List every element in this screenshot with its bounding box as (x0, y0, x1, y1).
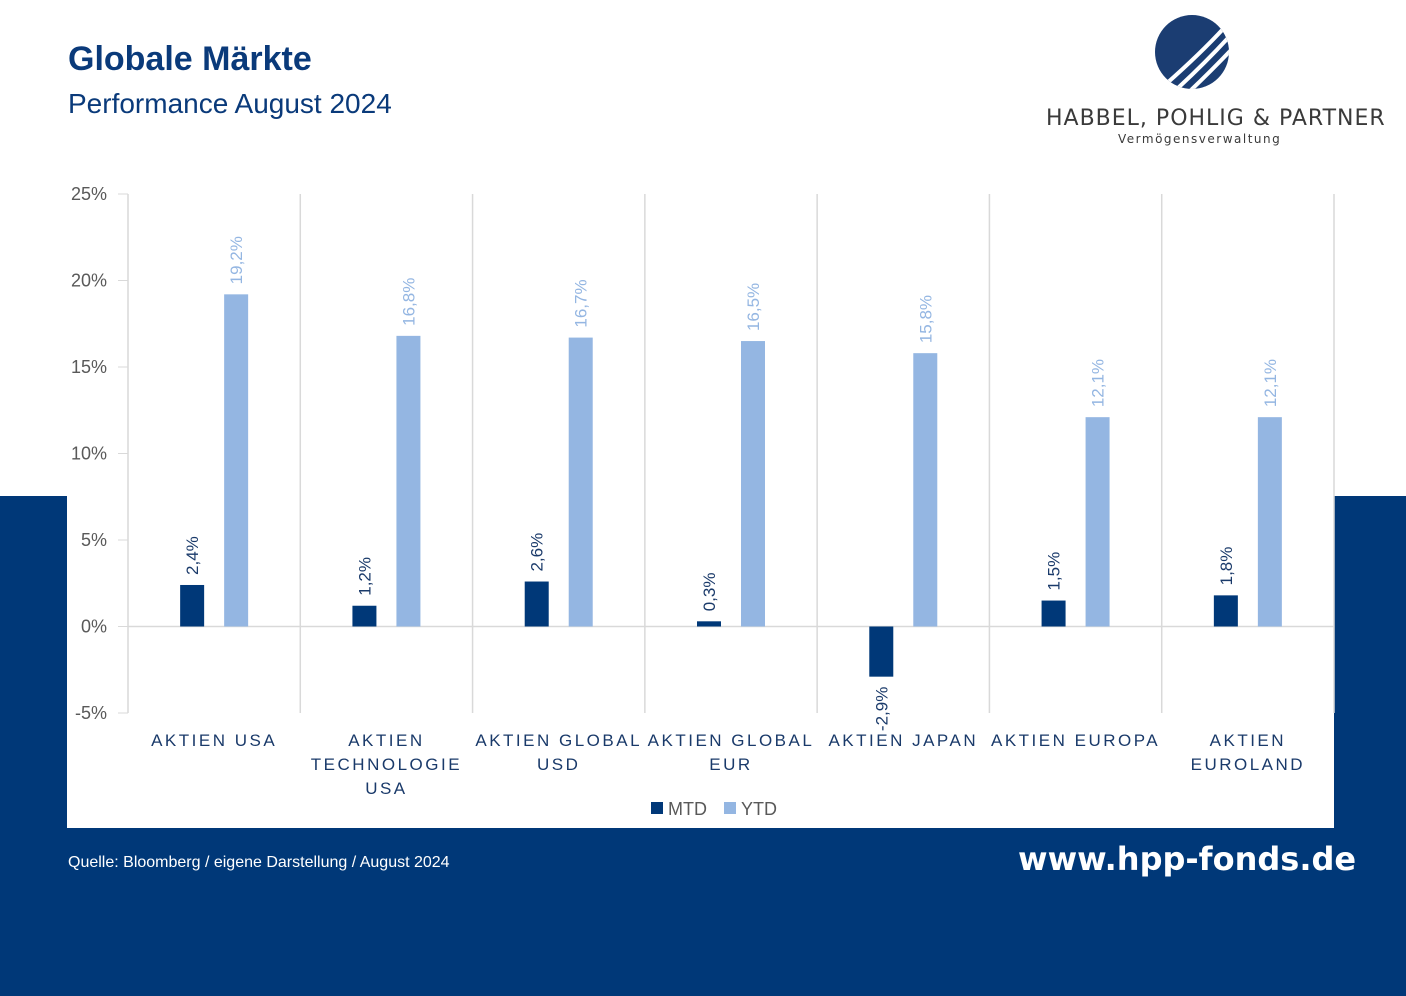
mtd-bar (524, 581, 549, 627)
ytd-data-label: 15,8% (916, 295, 935, 343)
mtd-data-label: -2,9% (872, 687, 891, 731)
x-category-label: EUR (709, 755, 752, 774)
y-tick-label: -5% (75, 703, 107, 723)
legend-swatch-ytd (724, 802, 736, 814)
page-subtitle: Performance August 2024 (68, 88, 392, 119)
mtd-bar (869, 626, 894, 677)
ytd-bar (224, 294, 249, 627)
legend-label-mtd: MTD (668, 799, 707, 819)
mtd-data-label: 2,6% (528, 533, 547, 572)
ytd-data-label: 12,1% (1261, 359, 1280, 407)
y-tick-label: 5% (81, 530, 107, 550)
x-category-label: TECHNOLOGIE (311, 755, 462, 774)
y-tick-label: 15% (71, 357, 107, 377)
ytd-bar (913, 353, 938, 627)
y-tick-label: 25% (71, 184, 107, 204)
ytd-bar (396, 335, 421, 627)
logo-tagline: Vermögensverwaltung (1118, 132, 1282, 146)
x-category-label: AKTIEN EUROPA (991, 731, 1160, 750)
y-tick-label: 10% (71, 444, 107, 464)
ytd-data-label: 16,7% (572, 279, 591, 327)
mtd-data-label: 1,8% (1217, 547, 1236, 586)
mtd-bar (697, 621, 721, 627)
ytd-data-label: 16,5% (744, 283, 763, 331)
source-note: Quelle: Bloomberg / eigene Darstellung /… (68, 854, 450, 871)
x-category-label: EUROLAND (1191, 755, 1305, 774)
mtd-data-label: 1,5% (1045, 552, 1064, 591)
y-tick-label: 0% (81, 617, 107, 637)
ytd-data-label: 12,1% (1089, 359, 1108, 407)
mtd-bar (180, 584, 205, 627)
ytd-bar (1085, 417, 1110, 627)
x-category-label: AKTIEN GLOBAL (475, 731, 642, 750)
mtd-data-label: 2,4% (183, 536, 202, 575)
mtd-bar (352, 605, 377, 627)
logo-emblem-icon (1155, 15, 1229, 89)
ytd-bar (568, 337, 593, 627)
mtd-bar (1041, 600, 1066, 627)
x-category-label: AKTIEN JAPAN (828, 731, 978, 750)
x-category-label: USA (365, 779, 407, 798)
mtd-data-label: 0,3% (700, 573, 719, 612)
company-logo: HABBEL, POHLIG & PARTNER Vermögensverwal… (1040, 14, 1385, 154)
logo-company-name: HABBEL, POHLIG & PARTNER (1046, 106, 1386, 131)
x-category-label: AKTIEN GLOBAL (648, 731, 815, 750)
website-link[interactable]: www.hpp-fonds.de (1018, 840, 1357, 878)
page-title: Globale Märkte (68, 40, 312, 78)
ytd-bar (741, 341, 765, 627)
x-category-label: AKTIEN (348, 731, 424, 750)
chart-panel (67, 160, 1334, 828)
ytd-data-label: 16,8% (399, 278, 418, 326)
x-category-label: AKTIEN (1210, 731, 1286, 750)
x-category-label: AKTIEN USA (151, 731, 277, 750)
y-tick-label: 20% (71, 271, 107, 291)
ytd-data-label: 19,2% (227, 236, 246, 284)
mtd-data-label: 1,2% (355, 557, 374, 596)
mtd-bar (1213, 595, 1238, 627)
legend-label-ytd: YTD (741, 799, 777, 819)
x-category-label: USD (537, 755, 580, 774)
ytd-bar (1257, 417, 1282, 627)
legend-swatch-mtd (651, 802, 663, 814)
